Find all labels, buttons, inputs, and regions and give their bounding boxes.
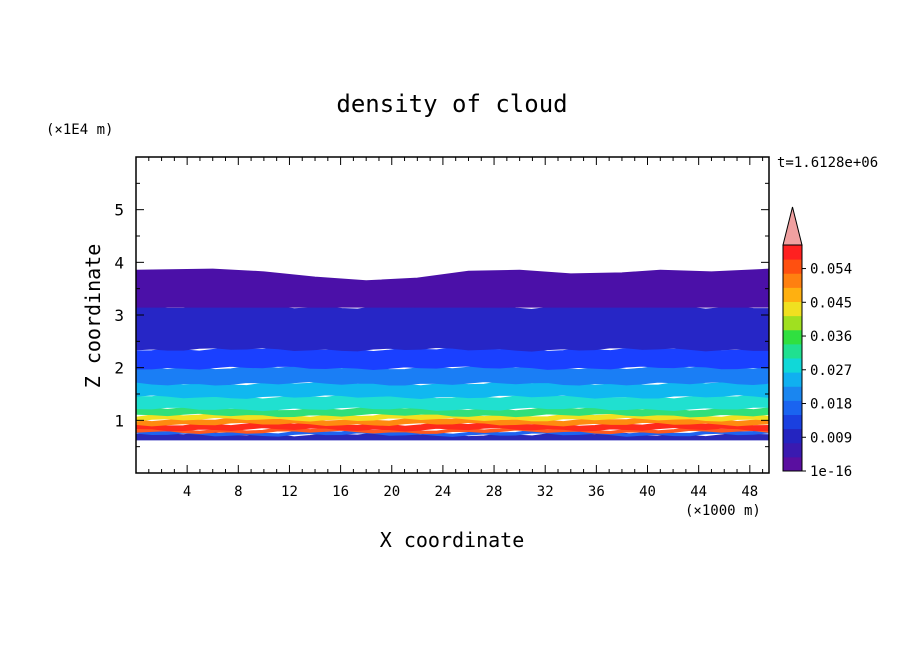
chart-title: density of cloud (336, 90, 567, 118)
x-tick-label: 24 (434, 484, 451, 500)
colorbar-swatch (783, 273, 802, 288)
colorbar-extend-arrow (782, 206, 803, 246)
colorbar-border (782, 244, 803, 472)
colorbar: 1e-16 0.009 0.018 0.027 0.036 0.045 0.054 (782, 206, 852, 480)
colorbar-label: 0.036 (810, 329, 852, 345)
x-unit-label: (×1000 m) (685, 503, 761, 519)
y-tick-label: 4 (114, 253, 124, 272)
x-tick-label: 20 (383, 484, 400, 500)
colorbar-swatch (783, 329, 802, 345)
density-layer-10 (135, 346, 770, 371)
colorbar-swatch (783, 287, 802, 302)
x-tick-label: 28 (486, 484, 503, 500)
colorbar-swatch (783, 414, 802, 430)
colorbar-label: 0.027 (810, 363, 852, 379)
colorbar-swatch (783, 259, 802, 274)
x-tick-label: 40 (639, 484, 656, 500)
time-label: t=1.6128e+06 (777, 155, 878, 171)
x-tick-label: 44 (690, 484, 707, 500)
colorbar-swatch (783, 400, 802, 415)
colorbar-label: 0.009 (810, 430, 852, 446)
colorbar-swatch (783, 372, 802, 387)
colorbar-swatch (783, 386, 802, 401)
y-axis-label: Z coordinate (81, 244, 105, 389)
x-axis-ticks: 4 8 12 16 20 24 28 32 36 40 44 48 (148, 157, 764, 500)
x-axis-label: X coordinate (380, 528, 525, 552)
density-layer-11 (135, 304, 770, 352)
x-tick-label: 32 (537, 484, 554, 500)
x-tick-label: 8 (234, 484, 242, 500)
colorbar-swatch (783, 358, 802, 373)
colorbar-label: 0.054 (810, 262, 852, 278)
x-tick-label: 16 (332, 484, 349, 500)
colorbar-swatch (783, 428, 802, 444)
colorbar-label: 0.045 (810, 295, 852, 311)
x-tick-label: 12 (281, 484, 298, 500)
colorbar-swatch (783, 442, 802, 458)
y-tick-label: 3 (114, 306, 124, 325)
x-tick-label: 36 (588, 484, 605, 500)
colorbar-label: 0.018 (810, 397, 852, 413)
colorbar-swatch (783, 343, 802, 359)
x-tick-label: 48 (741, 484, 758, 500)
x-tick-label: 4 (183, 484, 191, 500)
y-tick-label: 1 (114, 411, 124, 430)
density-layers (135, 268, 770, 441)
y-tick-label: 2 (114, 359, 124, 378)
colorbar-label: 1e-16 (810, 464, 852, 480)
y-tick-label: 5 (114, 201, 124, 220)
colorbar-swatch (783, 315, 802, 331)
y-unit-label: (×1E4 m) (46, 122, 113, 138)
density-layer-12 (135, 268, 770, 308)
colorbar-swatch (783, 245, 802, 260)
colorbar-swatch (783, 301, 802, 317)
colorbar-swatch (783, 456, 802, 472)
density-layer-9 (135, 364, 770, 386)
y-axis-ticks: 1 2 3 4 5 (114, 182, 769, 448)
